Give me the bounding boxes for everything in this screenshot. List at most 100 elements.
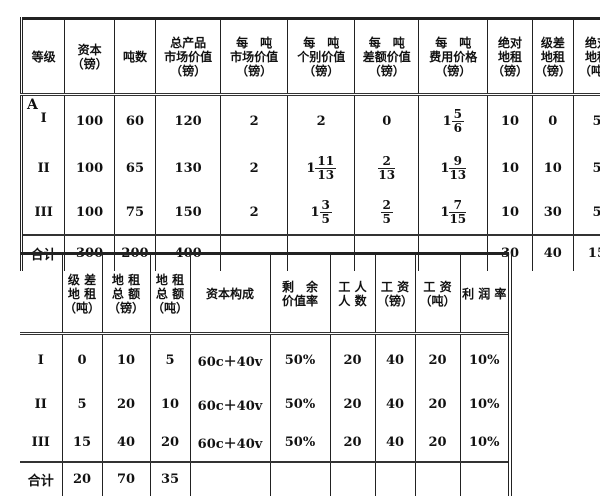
fraction-denominator: 6 [452,122,464,135]
table-cell: 10 [488,95,532,147]
cell-value: III [32,435,50,450]
column-header: 地 租 总 额 （吨） [150,254,190,334]
cell-value: 100 [76,161,103,176]
cell-value: 40 [386,397,404,412]
table-cell: III [20,424,62,462]
cell-value: III [35,205,53,220]
table-cell: 60 [114,95,155,147]
cell-value: 60c＋40v [198,399,263,414]
table-cell: 10% [460,424,510,462]
table-cell: 150 [156,191,221,235]
column-header: 每 吨 市场价值 （镑） [221,19,288,95]
table-cell: 10 [488,147,532,191]
header-row: 等级资本 （镑）吨数总产品 市场价值 （镑）每 吨 市场价值 （镑）每 吨 个别… [22,19,600,95]
table-cell: 10% [460,334,510,386]
table-cell: 0 [62,334,102,386]
cell-value: II [38,161,50,176]
table-cell: 0 [355,95,419,147]
table-cell: 60c＋40v [190,334,270,386]
cell-value: 60c＋40v [198,355,263,370]
cell-value: 20 [428,353,446,368]
total-cell [190,462,270,496]
cell-value: 20 [428,435,446,450]
cell-value: 0 [382,114,391,129]
column-header: 绝对 地租 （吨） [573,19,600,95]
column-header: 剩 余 价值率 [270,254,330,334]
column-header: 工 资 （镑） [375,254,415,334]
column-header: 工 资 （吨） [415,254,460,334]
cell-value: 5 [592,205,600,220]
cell-value: 10 [117,353,135,368]
cell-value: 20 [343,397,361,412]
cell-value: 120 [175,114,202,129]
table-cell: 10 [532,147,573,191]
fraction-numerator: 9 [449,155,466,169]
cell-value: 30 [544,205,562,220]
table-cell: 20 [415,424,460,462]
table-cell: 5 [62,386,102,424]
table-cell: 5 [573,191,600,235]
table-cell: 50% [270,424,330,462]
total-cell [415,462,460,496]
total-cell: 40 [532,235,573,271]
table-cell: 30 [532,191,573,235]
table-cell: 5 [573,95,600,147]
cell-value: 10 [501,161,519,176]
table-cell: 10% [460,386,510,424]
table-cell: 100 [65,191,115,235]
table-cell: 15 [62,424,102,462]
table-cell: 40 [375,386,415,424]
fraction-whole: 1 [440,205,449,220]
rent-table-part-2: 级 差 地 租 （吨）地 租 总 额 （镑）地 租 总 额 （吨）资本构成剩 余… [20,252,512,496]
table-cell: 2 [221,191,288,235]
cell-value: 10 [501,205,519,220]
table-cell: 40 [375,334,415,386]
cell-value: I [41,111,47,126]
fraction-numerator: 5 [452,108,464,122]
table-cell: 10 [488,191,532,235]
total-cell: 20 [62,462,102,496]
fraction-numerator: 2 [381,199,393,213]
cell-value: 40 [386,353,404,368]
column-header: 资本构成 [190,254,270,334]
table-cell: 60c＋40v [190,424,270,462]
cell-value: 10 [544,161,562,176]
column-header: 工 人 人 数 [330,254,375,334]
table-cell: 20 [330,386,375,424]
fraction-whole: 1 [306,161,315,176]
total-cell [460,462,510,496]
column-header: 每 吨 费用价格 （镑） [419,19,488,95]
column-header: 级 差 地 租 （吨） [62,254,102,334]
total-cell [330,462,375,496]
cell-value: 50% [285,353,315,368]
fraction-numerator: 2 [378,155,395,169]
cell-value: 20 [343,353,361,368]
table-cell: 0 [532,95,573,147]
column-header: 每 吨 个别价值 （镑） [288,19,355,95]
column-header: 资本 （镑） [65,19,115,95]
fraction-whole: 1 [311,205,320,220]
fraction-denominator: 15 [449,213,466,226]
cell-value: 0 [77,353,86,368]
cell-value: 10% [469,397,499,412]
header-row: 级 差 地 租 （吨）地 租 总 额 （镑）地 租 总 额 （吨）资本构成剩 余… [20,254,510,334]
cell-value: 20 [428,397,446,412]
cell-value: 130 [175,161,202,176]
table-cell: 100 [65,147,115,191]
group-label: A [23,99,64,111]
column-header: 等级 [22,19,65,95]
cell-value: 20 [343,435,361,450]
